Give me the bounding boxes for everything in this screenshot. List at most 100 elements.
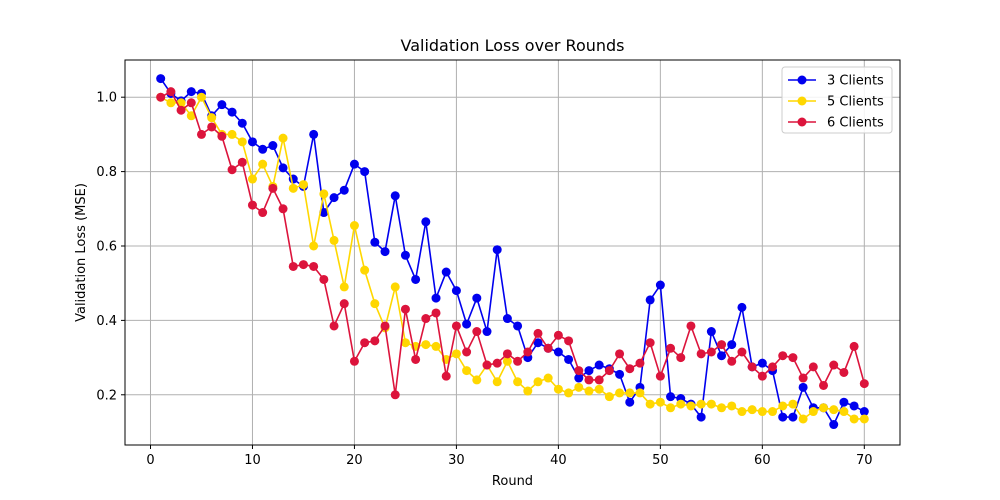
- data-point: [778, 412, 788, 422]
- data-point: [227, 129, 237, 139]
- data-point: [839, 407, 849, 417]
- data-point: [472, 327, 482, 337]
- data-point: [339, 299, 349, 309]
- data-point: [564, 388, 574, 398]
- data-point: [268, 141, 278, 151]
- data-point: [584, 386, 594, 396]
- data-point: [176, 105, 186, 115]
- data-point: [421, 314, 431, 324]
- data-point: [625, 364, 635, 374]
- data-point: [859, 414, 869, 424]
- data-point: [747, 405, 757, 415]
- data-point: [737, 302, 747, 312]
- data-point: [768, 362, 778, 372]
- data-point: [645, 338, 655, 348]
- data-point: [625, 397, 635, 407]
- data-point: [747, 362, 757, 372]
- data-point: [258, 208, 268, 218]
- data-point: [706, 399, 716, 409]
- data-point: [451, 321, 461, 331]
- data-point: [472, 293, 482, 303]
- data-point: [553, 347, 563, 357]
- data-point: [849, 401, 859, 411]
- series-layer: [156, 74, 869, 430]
- data-point: [604, 392, 614, 402]
- data-point: [237, 118, 247, 128]
- data-point: [757, 358, 767, 368]
- data-point: [859, 379, 869, 389]
- data-point: [451, 349, 461, 359]
- data-point: [829, 360, 839, 370]
- chart-title: Validation Loss over Rounds: [401, 36, 625, 55]
- x-tick-label: 30: [448, 453, 465, 468]
- data-point: [502, 356, 512, 366]
- data-point: [329, 321, 339, 331]
- data-point: [451, 286, 461, 296]
- data-point: [298, 260, 308, 270]
- data-point: [227, 165, 237, 175]
- data-point: [676, 353, 686, 363]
- data-point: [553, 384, 563, 394]
- data-point: [584, 375, 594, 385]
- data-point: [594, 384, 604, 394]
- data-point: [441, 267, 451, 277]
- data-point: [237, 137, 247, 147]
- data-point: [400, 304, 410, 314]
- data-point: [666, 343, 676, 353]
- data-point: [798, 373, 808, 383]
- data-point: [237, 157, 247, 167]
- data-point: [492, 377, 502, 387]
- data-point: [615, 349, 625, 359]
- data-point: [462, 319, 472, 329]
- data-point: [431, 308, 441, 318]
- data-point: [676, 399, 686, 409]
- data-point: [268, 183, 278, 193]
- data-point: [247, 137, 257, 147]
- legend-item-2: 5 Clients: [788, 95, 884, 110]
- data-point: [349, 356, 359, 366]
- data-point: [513, 356, 523, 366]
- data-point: [655, 397, 665, 407]
- legend-box: [781, 66, 893, 134]
- data-point: [564, 336, 574, 346]
- data-point: [768, 407, 778, 417]
- data-point: [380, 247, 390, 257]
- data-point: [298, 180, 308, 190]
- data-point: [502, 349, 512, 359]
- data-point: [737, 347, 747, 357]
- axis-ticks: 0 10 20 30 40 50 60 70 0.2 0.4 0.6 0.8 1.0: [96, 91, 872, 468]
- data-point: [462, 366, 472, 376]
- data-point: [757, 407, 767, 417]
- data-point: [513, 377, 523, 387]
- data-point: [543, 343, 553, 353]
- data-point: [278, 163, 288, 173]
- data-point: [808, 362, 818, 372]
- data-point: [309, 261, 319, 271]
- data-point: [594, 360, 604, 370]
- data-point: [339, 282, 349, 292]
- data-point: [727, 401, 737, 411]
- data-point: [849, 414, 859, 424]
- y-tick-label: 0.8: [96, 165, 117, 180]
- data-point: [717, 403, 727, 413]
- data-point: [778, 351, 788, 361]
- data-point: [319, 189, 329, 199]
- data-point: [553, 330, 563, 340]
- data-point: [288, 261, 298, 271]
- data-point: [247, 174, 257, 184]
- data-point: [156, 92, 166, 102]
- data-point: [615, 388, 625, 398]
- x-tick-label: 40: [550, 453, 567, 468]
- series-line: [160, 96, 865, 420]
- data-point: [717, 351, 727, 361]
- data-point: [808, 407, 818, 417]
- data-point: [829, 405, 839, 415]
- data-point: [788, 399, 798, 409]
- data-point: [319, 274, 329, 284]
- data-point: [349, 159, 359, 169]
- legend-marker: [797, 117, 807, 127]
- legend: 3 Clients 5 Clients 6 Clients: [781, 66, 893, 134]
- data-point: [329, 235, 339, 245]
- data-point: [186, 87, 196, 97]
- data-point: [564, 354, 574, 364]
